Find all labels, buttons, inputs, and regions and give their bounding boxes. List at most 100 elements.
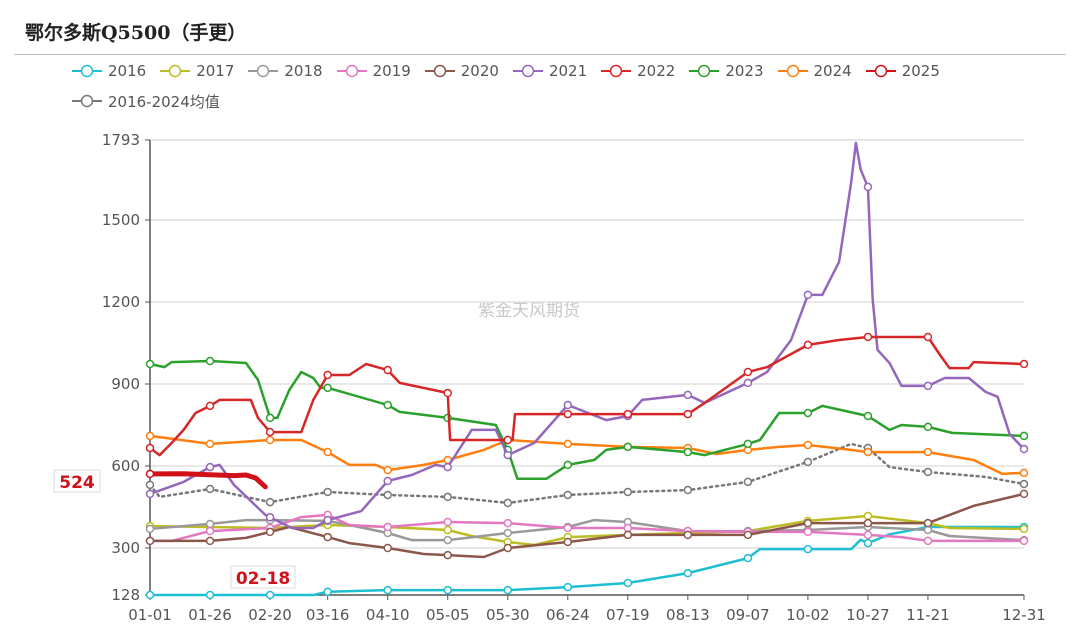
data-point (503, 435, 513, 445)
data-point (923, 536, 933, 546)
data-point (443, 462, 452, 472)
data-point (1019, 479, 1029, 489)
data-point (863, 411, 873, 421)
y-tick-label: 128 (111, 586, 140, 604)
data-point (623, 523, 633, 533)
data-point (563, 409, 573, 419)
data-point (743, 477, 753, 487)
data-point (683, 530, 693, 540)
legend-item-2020[interactable]: 2020 (424, 60, 499, 82)
data-point (443, 517, 452, 527)
data-point (145, 469, 155, 479)
x-tick-label: 02-20 (248, 606, 292, 624)
y-tick-label: 1793 (102, 131, 140, 149)
data-point (145, 590, 155, 600)
data-point (923, 525, 933, 535)
data-point (503, 543, 513, 553)
legend-label: 2016 (108, 62, 147, 80)
legend-item-2021[interactable]: 2021 (512, 60, 588, 82)
series-line-2021 (148, 141, 1026, 530)
x-highlight-badge: 02-18 (230, 565, 296, 589)
legend-item-2019[interactable]: 2019 (336, 60, 411, 82)
data-point (863, 518, 873, 528)
series-2016-2024均值 (145, 442, 1029, 508)
data-point (323, 487, 332, 497)
data-point (683, 485, 693, 495)
data-point (743, 553, 753, 563)
data-point (323, 587, 332, 596)
series-2022 (145, 332, 1029, 457)
legend-item-2022[interactable]: 2022 (601, 60, 675, 82)
data-point (923, 467, 933, 477)
data-point (145, 359, 155, 369)
data-point (563, 537, 573, 547)
legend-label: 2020 (460, 62, 499, 80)
data-point (205, 484, 215, 494)
legend-label: 2016-2024均值 (108, 92, 220, 111)
legend-marker-icon (72, 94, 102, 108)
y-tick-label: 600 (111, 457, 140, 475)
data-point (563, 490, 573, 500)
data-point (383, 465, 392, 475)
legend-label: 2024 (813, 62, 852, 80)
legend-label: 2023 (725, 62, 764, 80)
data-point (803, 408, 813, 418)
data-point (863, 530, 873, 540)
data-point (923, 381, 933, 391)
data-point (743, 439, 753, 449)
legend-label: 2019 (372, 62, 411, 80)
data-point (1019, 359, 1029, 369)
data-point (863, 511, 873, 521)
data-point (1019, 444, 1029, 454)
data-point (683, 447, 693, 457)
legend-item-2016[interactable]: 2016 (72, 60, 146, 82)
legend-marker-icon (777, 64, 808, 78)
x-tick-label: 05-30 (486, 606, 530, 624)
title-divider (14, 54, 1066, 55)
legend-label: 2021 (548, 62, 588, 80)
watermark: 紫金天风期货 (478, 301, 580, 321)
series-line-2022 (148, 335, 1026, 457)
data-point (1019, 524, 1029, 534)
series-2021 (145, 141, 1029, 530)
data-point (683, 568, 693, 578)
y-tick-label: 300 (111, 539, 140, 557)
legend-item-2025[interactable]: 2025 (865, 60, 940, 82)
legend-item-2016-2024均值[interactable]: 2016-2024均值 (72, 90, 220, 112)
chart-title: 鄂尔多斯Q5500（手更） (25, 22, 247, 44)
data-point (323, 532, 332, 542)
legend-item-2024[interactable]: 2024 (777, 60, 852, 82)
data-point (205, 356, 215, 366)
x-highlight-label: 02-18 (236, 569, 290, 589)
data-point (265, 590, 275, 600)
data-point (145, 443, 155, 453)
y-tick-label: 1500 (102, 211, 140, 229)
y-tick-label: 1200 (102, 293, 140, 311)
data-point (503, 498, 513, 508)
legend-item-2023[interactable]: 2023 (689, 60, 764, 82)
data-point (743, 378, 753, 388)
data-point (145, 431, 155, 441)
data-point (1019, 489, 1029, 499)
data-point (923, 422, 933, 432)
data-point (863, 182, 873, 192)
data-point (323, 447, 332, 457)
series-line-2018 (148, 518, 1026, 542)
legend-item-2017[interactable]: 2017 (160, 60, 234, 82)
x-tick-label: 01-26 (188, 606, 232, 624)
data-point (803, 340, 813, 350)
legend-marker-icon (248, 64, 279, 78)
data-point (863, 332, 873, 342)
data-point (323, 370, 332, 380)
legend-marker-icon (336, 64, 367, 78)
series-2024 (145, 431, 1029, 478)
data-point (265, 513, 275, 522)
legend-item-2018[interactable]: 2018 (248, 60, 323, 82)
legend: 2016 2017 2018 2019 2020 2021 2022 2023 2024 2025… (72, 60, 1052, 112)
x-tick-label: 04-10 (366, 606, 410, 624)
data-point (205, 519, 215, 529)
legend-label: 2022 (637, 62, 676, 80)
data-point (443, 388, 452, 398)
series-line-2016 (148, 525, 1026, 597)
data-point (145, 536, 155, 546)
